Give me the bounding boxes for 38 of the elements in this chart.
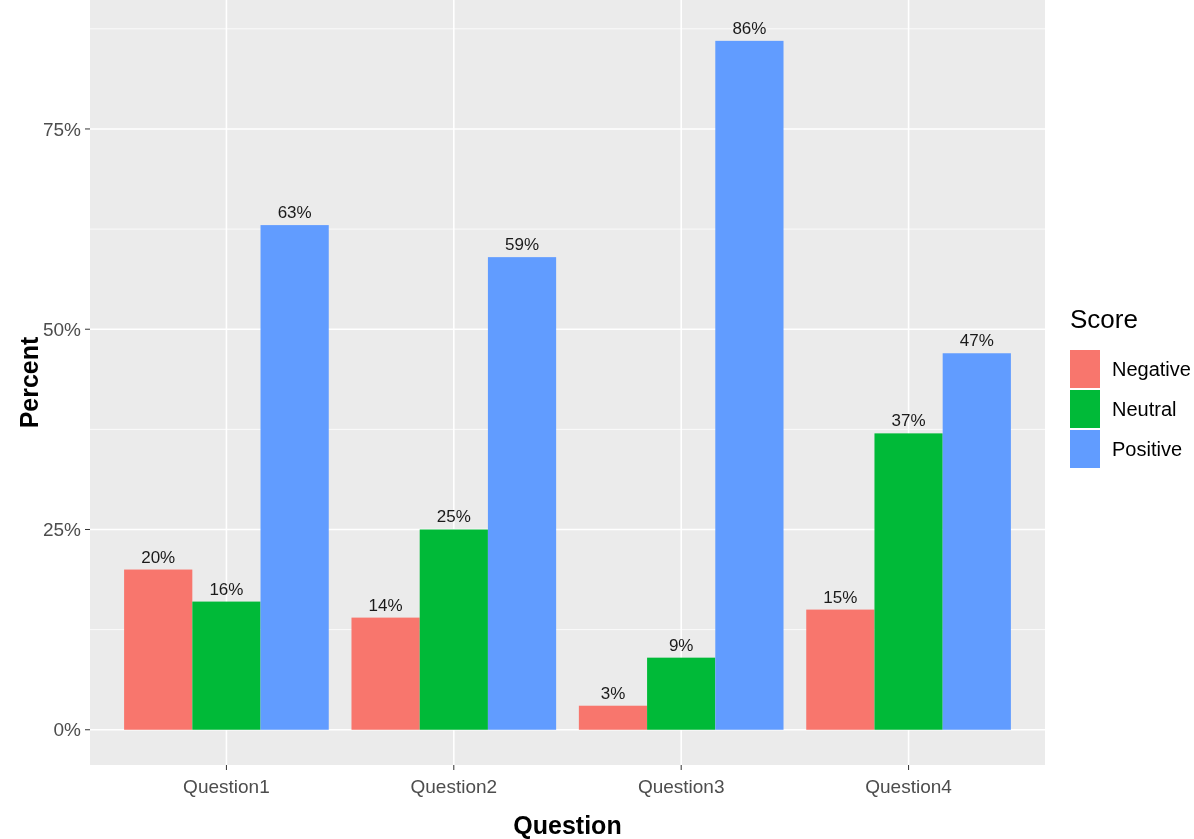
- legend-label: Positive: [1112, 438, 1183, 460]
- data-label: 14%: [368, 595, 403, 615]
- bar: [124, 569, 193, 730]
- y-tick-label: 50%: [42, 318, 82, 340]
- x-tick-label: Question2: [410, 776, 498, 797]
- data-label: 47%: [959, 331, 994, 351]
- data-label: 25%: [436, 507, 471, 527]
- y-tick-label: 25%: [42, 519, 82, 541]
- legend-title: Score: [1070, 304, 1138, 334]
- data-label: 9%: [668, 635, 694, 655]
- bar: [419, 529, 488, 730]
- x-axis-title: Question: [513, 811, 622, 839]
- legend-label: Negative: [1112, 358, 1191, 380]
- bar: [942, 353, 1011, 730]
- bar: [487, 257, 557, 730]
- bar: [715, 40, 784, 730]
- data-label: 16%: [209, 579, 244, 599]
- bar: [647, 657, 716, 730]
- x-tick-label: Question3: [637, 776, 725, 797]
- data-label: 63%: [277, 203, 312, 223]
- data-label: 3%: [600, 683, 626, 703]
- y-tick-label: 75%: [42, 118, 82, 140]
- data-label: 86%: [732, 18, 767, 38]
- bar: [874, 433, 943, 730]
- data-label: 37%: [891, 411, 926, 431]
- legend-label: Neutral: [1112, 398, 1177, 420]
- data-label: 59%: [505, 235, 540, 255]
- bar: [578, 705, 648, 730]
- x-tick-label: Question1: [183, 776, 270, 797]
- bar: [806, 609, 875, 730]
- data-label: 15%: [823, 587, 858, 607]
- x-tick-label: Question4: [865, 776, 953, 797]
- data-label: 20%: [141, 547, 176, 567]
- y-tick-label: 0%: [53, 719, 82, 741]
- bar: [260, 225, 329, 730]
- bar: [351, 617, 420, 730]
- y-axis-title: Percent: [15, 335, 43, 429]
- bar: [192, 601, 261, 730]
